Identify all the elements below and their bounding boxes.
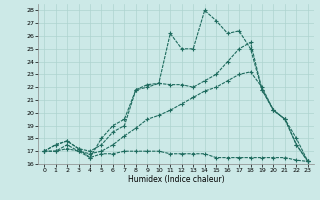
X-axis label: Humidex (Indice chaleur): Humidex (Indice chaleur) (128, 175, 224, 184)
